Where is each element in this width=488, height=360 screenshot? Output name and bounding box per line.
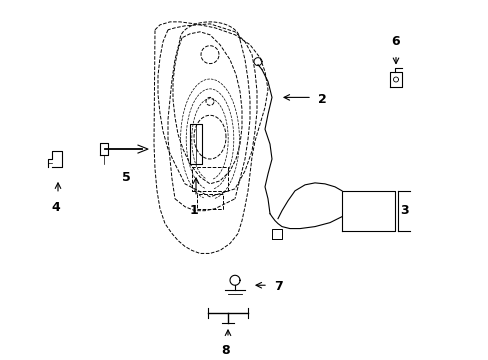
Text: 5: 5: [122, 171, 130, 184]
Text: 3: 3: [399, 204, 408, 217]
Text: 2: 2: [317, 93, 326, 106]
Text: 8: 8: [221, 344, 230, 357]
Text: 4: 4: [52, 201, 60, 214]
Text: 1: 1: [189, 204, 198, 217]
Text: 7: 7: [273, 280, 282, 293]
Text: 6: 6: [391, 35, 400, 48]
